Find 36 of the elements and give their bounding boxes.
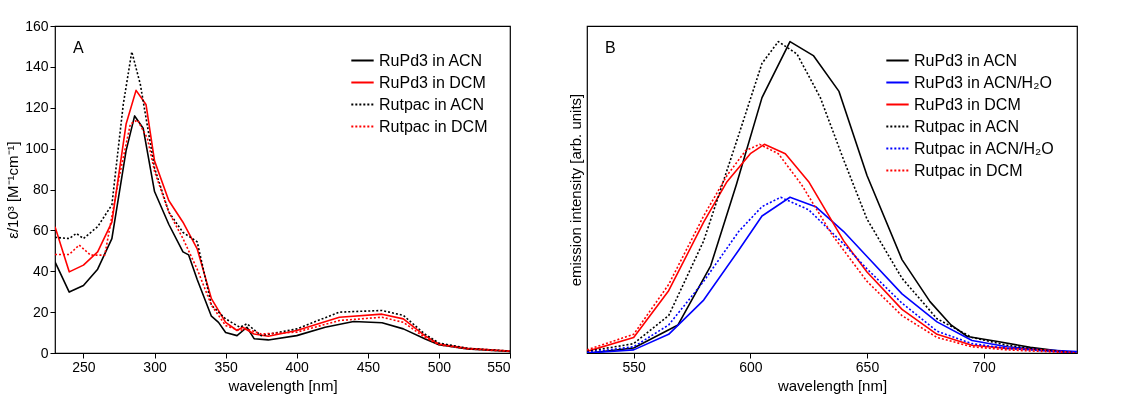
y-tick-label: 20 <box>32 303 49 320</box>
x-tick-label: 500 <box>427 358 452 375</box>
x-tick-label: 350 <box>214 358 239 375</box>
x-axis-title: wavelength [nm] <box>776 376 888 394</box>
x-axis-title: wavelength [nm] <box>227 376 338 394</box>
legend-label: RuPd3 in ACN/H₂O <box>914 73 1052 91</box>
x-tick-label: 250 <box>72 358 96 375</box>
legend-label: Rutpac in DCM <box>379 117 488 135</box>
y-tick-label: 0 <box>40 344 49 361</box>
x-tick-label: 300 <box>143 358 167 375</box>
y-tick-label: 120 <box>25 99 49 116</box>
legend-label: Rutpac in ACN/H₂O <box>914 139 1054 157</box>
y-tick-label: 80 <box>32 181 49 197</box>
y-axis-title: ε/10³ [M⁻¹cm⁻¹] <box>4 141 22 239</box>
x-tick-label: 550 <box>622 358 647 375</box>
x-tick-label: 400 <box>285 358 310 375</box>
x-tick-label: 650 <box>855 358 880 375</box>
legend-label: RuPd3 in ACN <box>379 51 483 69</box>
y-axis-title: emission intensity [arb. units] <box>566 93 584 287</box>
y-tick-label: 40 <box>32 262 49 279</box>
y-tick-label: 140 <box>25 58 49 75</box>
annotation: A <box>73 39 84 56</box>
x-tick-label: 600 <box>739 358 763 375</box>
y-tick-label: 60 <box>32 221 49 238</box>
legend-label: RuPd3 in DCM <box>379 73 486 91</box>
x-tick-label: 550 <box>487 358 511 375</box>
legend-label: RuPd3 in DCM <box>914 95 1021 113</box>
x-tick-label: 450 <box>356 358 381 375</box>
legend-label: RuPd3 in ACN <box>914 51 1018 69</box>
y-tick-label: 100 <box>25 140 49 157</box>
annotation: B <box>605 39 616 56</box>
legend-label: Rutpac in ACN <box>379 95 484 113</box>
y-tick-label: 160 <box>25 17 49 34</box>
legend-label: Rutpac in DCM <box>914 161 1023 179</box>
legend-label: Rutpac in ACN <box>914 117 1019 135</box>
x-tick-label: 700 <box>972 358 997 375</box>
